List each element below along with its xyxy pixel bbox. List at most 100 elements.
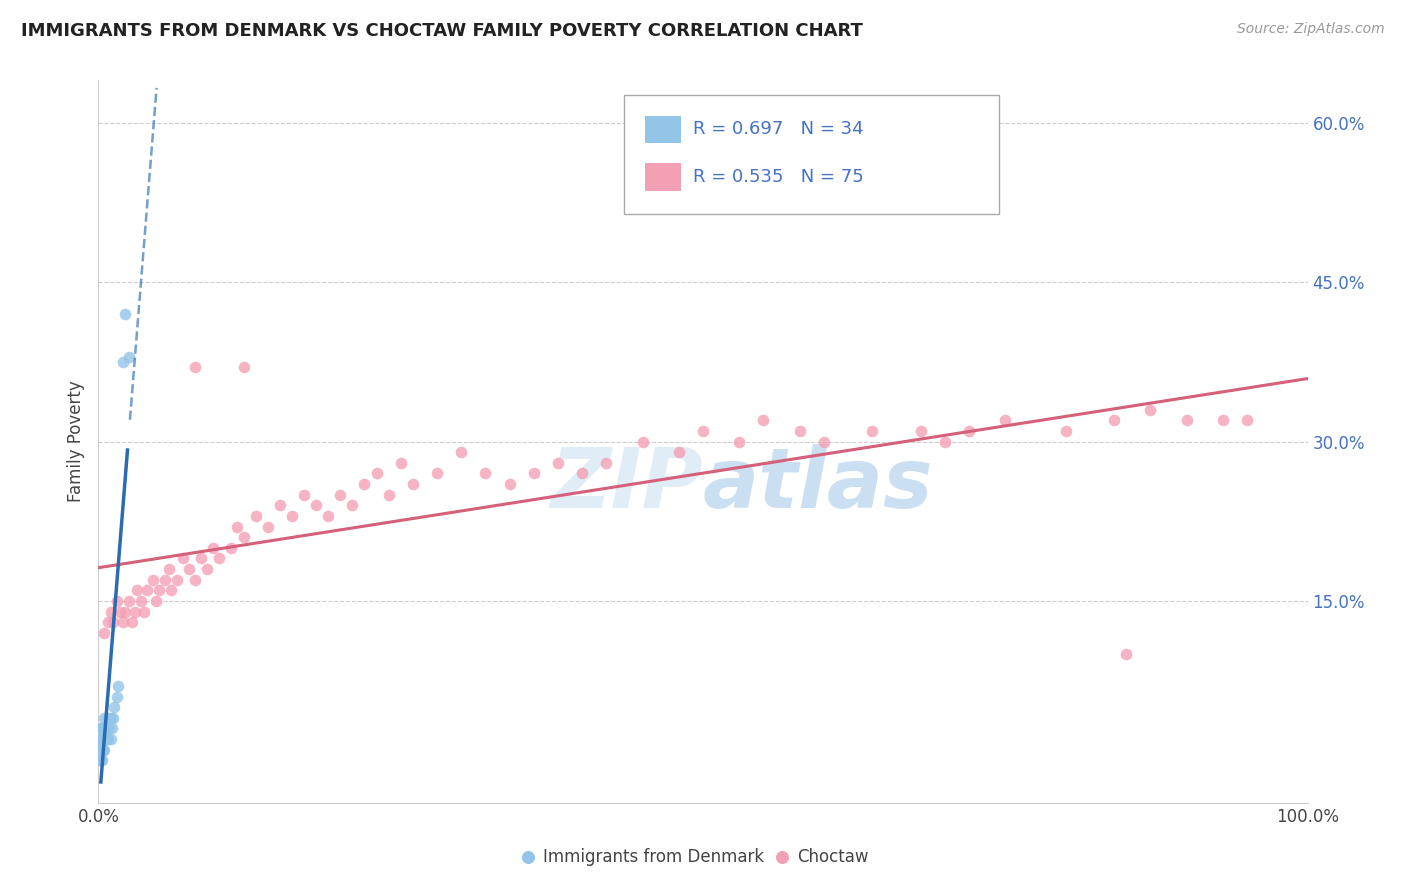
Point	[329, 488, 352, 502]
Point	[692, 424, 714, 438]
Point	[90, 753, 112, 767]
Point	[910, 424, 932, 438]
Point	[256, 519, 278, 533]
FancyBboxPatch shape	[624, 95, 1000, 214]
Point	[202, 541, 225, 555]
Point	[1102, 413, 1125, 427]
Point	[129, 594, 152, 608]
Point	[94, 732, 117, 747]
Point	[232, 360, 254, 375]
Point	[100, 732, 122, 747]
Point	[1212, 413, 1234, 427]
Point	[523, 467, 546, 481]
Point	[245, 508, 267, 523]
FancyBboxPatch shape	[645, 116, 682, 143]
Point	[107, 679, 129, 693]
Point	[184, 360, 207, 375]
Point	[91, 722, 114, 736]
Point	[474, 467, 496, 481]
Point	[426, 467, 449, 481]
Point	[516, 833, 538, 847]
Point	[728, 434, 751, 449]
Point	[269, 498, 291, 512]
Point	[353, 477, 375, 491]
Point	[571, 467, 593, 481]
Point	[114, 307, 136, 321]
Point	[305, 498, 328, 512]
Point	[127, 583, 149, 598]
Point	[97, 711, 120, 725]
Point	[118, 594, 141, 608]
Point	[450, 445, 472, 459]
Point	[101, 711, 124, 725]
Point	[281, 508, 304, 523]
Point	[148, 583, 170, 598]
Point	[111, 615, 134, 630]
Point	[195, 562, 218, 576]
Point	[96, 732, 118, 747]
Point	[124, 605, 146, 619]
Point	[366, 467, 388, 481]
Text: Choctaw: Choctaw	[797, 848, 869, 866]
Point	[1175, 413, 1198, 427]
Point	[232, 530, 254, 544]
Point	[97, 615, 120, 630]
Point	[111, 355, 134, 369]
Point	[114, 605, 136, 619]
Point	[94, 722, 117, 736]
Point	[752, 413, 775, 427]
Point	[208, 551, 231, 566]
Point	[93, 732, 115, 747]
Point	[221, 541, 243, 555]
Point	[100, 722, 122, 736]
Point	[166, 573, 188, 587]
Point	[89, 732, 111, 747]
Point	[89, 753, 111, 767]
Point	[595, 456, 617, 470]
Point	[1236, 413, 1258, 427]
Point	[93, 742, 115, 756]
Point	[97, 732, 120, 747]
Point	[118, 350, 141, 364]
Text: R = 0.697   N = 34: R = 0.697 N = 34	[693, 120, 863, 138]
Point	[813, 434, 835, 449]
Point	[934, 434, 956, 449]
Point	[90, 742, 112, 756]
Point	[93, 625, 115, 640]
Point	[547, 456, 569, 470]
Text: atlas: atlas	[703, 444, 934, 525]
Point	[994, 413, 1017, 427]
Point	[91, 732, 114, 747]
FancyBboxPatch shape	[645, 163, 682, 191]
Text: Source: ZipAtlas.com: Source: ZipAtlas.com	[1237, 22, 1385, 37]
Point	[121, 615, 143, 630]
Point	[91, 742, 114, 756]
Point	[105, 690, 128, 704]
Point	[160, 583, 183, 598]
Point	[153, 573, 176, 587]
Point	[90, 722, 112, 736]
Point	[402, 477, 425, 491]
Point	[668, 445, 690, 459]
Point	[190, 551, 212, 566]
Point	[631, 434, 654, 449]
Point	[184, 573, 207, 587]
Point	[1139, 402, 1161, 417]
Point	[145, 594, 167, 608]
Text: R = 0.535   N = 75: R = 0.535 N = 75	[693, 168, 865, 186]
Point	[96, 722, 118, 736]
Point	[108, 605, 131, 619]
Point	[770, 833, 793, 847]
Point	[377, 488, 399, 502]
Point	[316, 508, 339, 523]
Point	[91, 753, 114, 767]
Text: Immigrants from Denmark: Immigrants from Denmark	[543, 848, 765, 866]
Point	[89, 742, 111, 756]
Point	[342, 498, 364, 512]
Point	[179, 562, 201, 576]
Point	[1115, 647, 1137, 661]
Point	[90, 732, 112, 747]
Point	[498, 477, 520, 491]
Point	[98, 722, 121, 736]
Point	[100, 605, 122, 619]
